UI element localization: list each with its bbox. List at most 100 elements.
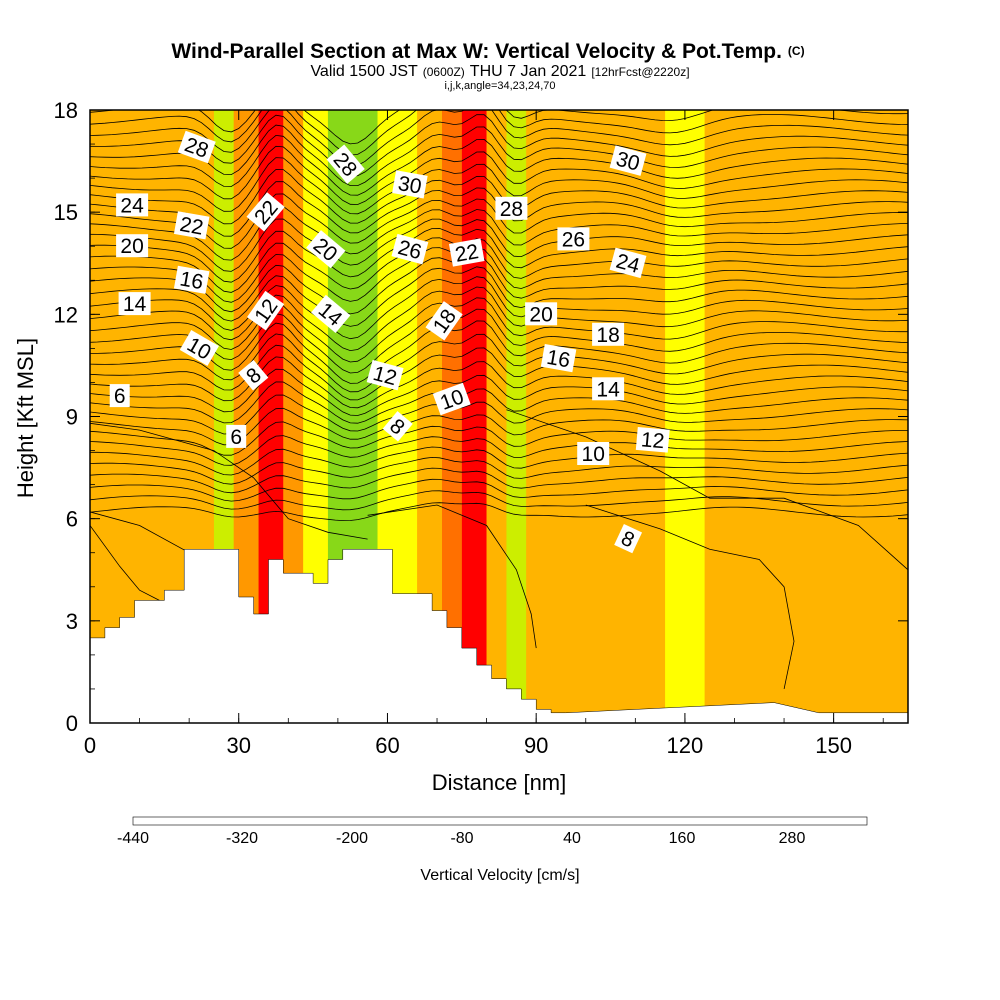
- contour-label-bg: [109, 384, 130, 408]
- contour-label-bg: [177, 130, 216, 164]
- contour-label-1: 24: [116, 193, 149, 217]
- contour-label-bg: [238, 359, 269, 391]
- contour-label-4: 16: [173, 265, 210, 294]
- contour-label-10: 8: [238, 359, 269, 391]
- theta-contour-36: [90, 110, 908, 156]
- theta-contour-30: [90, 157, 908, 215]
- contour-label-bg: [557, 227, 590, 251]
- theta-contour-34: [90, 114, 908, 177]
- contour-label-bg: [392, 170, 428, 199]
- theta-contour-low-3: [367, 504, 537, 649]
- contour-label-text: 10: [582, 443, 605, 466]
- y-tick-label-6: 6: [66, 507, 78, 532]
- contour-label-bg: [592, 377, 625, 401]
- y-axis-label: Height [Kft MSL]: [13, 338, 38, 498]
- contour-label-text: 14: [123, 293, 147, 316]
- contour-label-31: 10: [577, 442, 610, 466]
- x-tick-label-90: 90: [524, 733, 548, 758]
- contour-label-bg: [495, 196, 528, 220]
- theta-contour-19: [90, 276, 908, 340]
- theta-contour-17: [90, 297, 908, 363]
- contour-label-bg: [116, 193, 149, 217]
- theta-contour-22: [90, 247, 908, 303]
- velocity-band-16: [665, 110, 705, 723]
- x-tick-label-0: 0: [84, 733, 96, 758]
- contour-label-28: 18: [592, 322, 625, 347]
- y-tick-label-3: 3: [66, 609, 78, 634]
- valid-time: Valid 1500 JST (0600Z) THU 7 Jan 2021 [12hr…: [310, 63, 689, 80]
- contour-label-bg: [425, 301, 463, 341]
- theta-contour-11: [90, 368, 908, 416]
- contour-label-bg: [246, 290, 285, 331]
- contour-label-6: 10: [179, 330, 219, 366]
- contour-label-23: 26: [557, 227, 590, 251]
- contour-label-8: 22: [246, 192, 285, 232]
- contour-label-22: 28: [495, 196, 528, 221]
- colorbar-label-3: -80: [450, 830, 473, 847]
- contour-label-bg: [118, 292, 151, 316]
- theta-contour-3: [90, 467, 908, 494]
- theta-contour-12: [90, 356, 908, 409]
- valid-prefix: Valid 1500 JST: [310, 63, 418, 80]
- contour-label-bg: [173, 211, 210, 240]
- contour-label-text: 16: [178, 267, 205, 294]
- colorbar-label-1: -320: [226, 830, 258, 847]
- colorbar-label-4: 40: [563, 830, 581, 847]
- contour-label-30: 12: [635, 426, 670, 453]
- contour-label-text: 14: [596, 378, 620, 401]
- contour-label-bg: [173, 265, 210, 294]
- contour-label-7: 6: [109, 384, 130, 408]
- colorbar-label-2: -200: [336, 830, 368, 847]
- contour-label-text: 16: [545, 346, 572, 373]
- y-tick-label-0: 0: [66, 711, 78, 736]
- theta-contour-5: [90, 446, 908, 476]
- colorbar-label-5: 160: [669, 830, 696, 847]
- theta-contour-15: [90, 320, 908, 384]
- theta-contour-low-4: [506, 409, 908, 571]
- contour-label-bg: [592, 322, 625, 346]
- y-tick-label-15: 15: [54, 200, 78, 225]
- theta-contour-0: [90, 502, 908, 522]
- contour-label-text: 18: [596, 324, 619, 347]
- theta-contour-low-5: [585, 504, 795, 689]
- contour-label-bg: [540, 344, 577, 373]
- theta-contour-23: [90, 237, 908, 293]
- contour-label-29: 14: [592, 377, 625, 401]
- theta-contour-1: [90, 490, 908, 511]
- theta-contour-4: [90, 456, 908, 485]
- contour-label-text: 28: [500, 198, 523, 221]
- theta-contour-24: [90, 227, 908, 283]
- theta-contour-2: [90, 478, 908, 502]
- x-tick-label-150: 150: [815, 733, 852, 758]
- velocity-band-10: [461, 110, 487, 723]
- contour-label-25: 16: [540, 344, 577, 373]
- contour-label-bg: [614, 523, 643, 554]
- contour-label-bg: [116, 234, 149, 258]
- contour-label-text: 26: [562, 228, 585, 251]
- contour-label-text: 22: [178, 213, 205, 240]
- contour-label-bg: [326, 144, 365, 184]
- theta-contour-7: [90, 421, 908, 456]
- theta-contour-35: [90, 110, 908, 167]
- valid-utc: (0600Z): [423, 65, 465, 79]
- ijk-info: i,j,k,angle=34,23,24,70: [444, 80, 555, 92]
- theta-contour-13: [90, 344, 908, 401]
- theta-contour-31: [90, 145, 908, 205]
- theta-contour-10: [90, 381, 908, 424]
- theta-contour-32: [90, 134, 908, 196]
- theta-contour-33: [90, 124, 908, 186]
- contour-labels: 2824222016141062212862820143026128182210…: [109, 130, 670, 554]
- velocity-band-12: [506, 110, 527, 723]
- contour-label-bg: [226, 424, 247, 448]
- y-tick-label-18: 18: [54, 98, 78, 123]
- contour-label-text: 20: [120, 235, 143, 258]
- plot-area: 2824222016141062212862820143026128182210…: [90, 110, 908, 723]
- colorbar-title: Vertical Velocity [cm/s]: [420, 867, 579, 884]
- velocity-band-4: [283, 110, 304, 723]
- contour-label-bg: [635, 426, 670, 453]
- contour-label-text: 20: [529, 303, 552, 326]
- theta-contour-18: [90, 286, 908, 352]
- contour-label-bg: [609, 247, 647, 279]
- theta-contour-26: [90, 205, 908, 261]
